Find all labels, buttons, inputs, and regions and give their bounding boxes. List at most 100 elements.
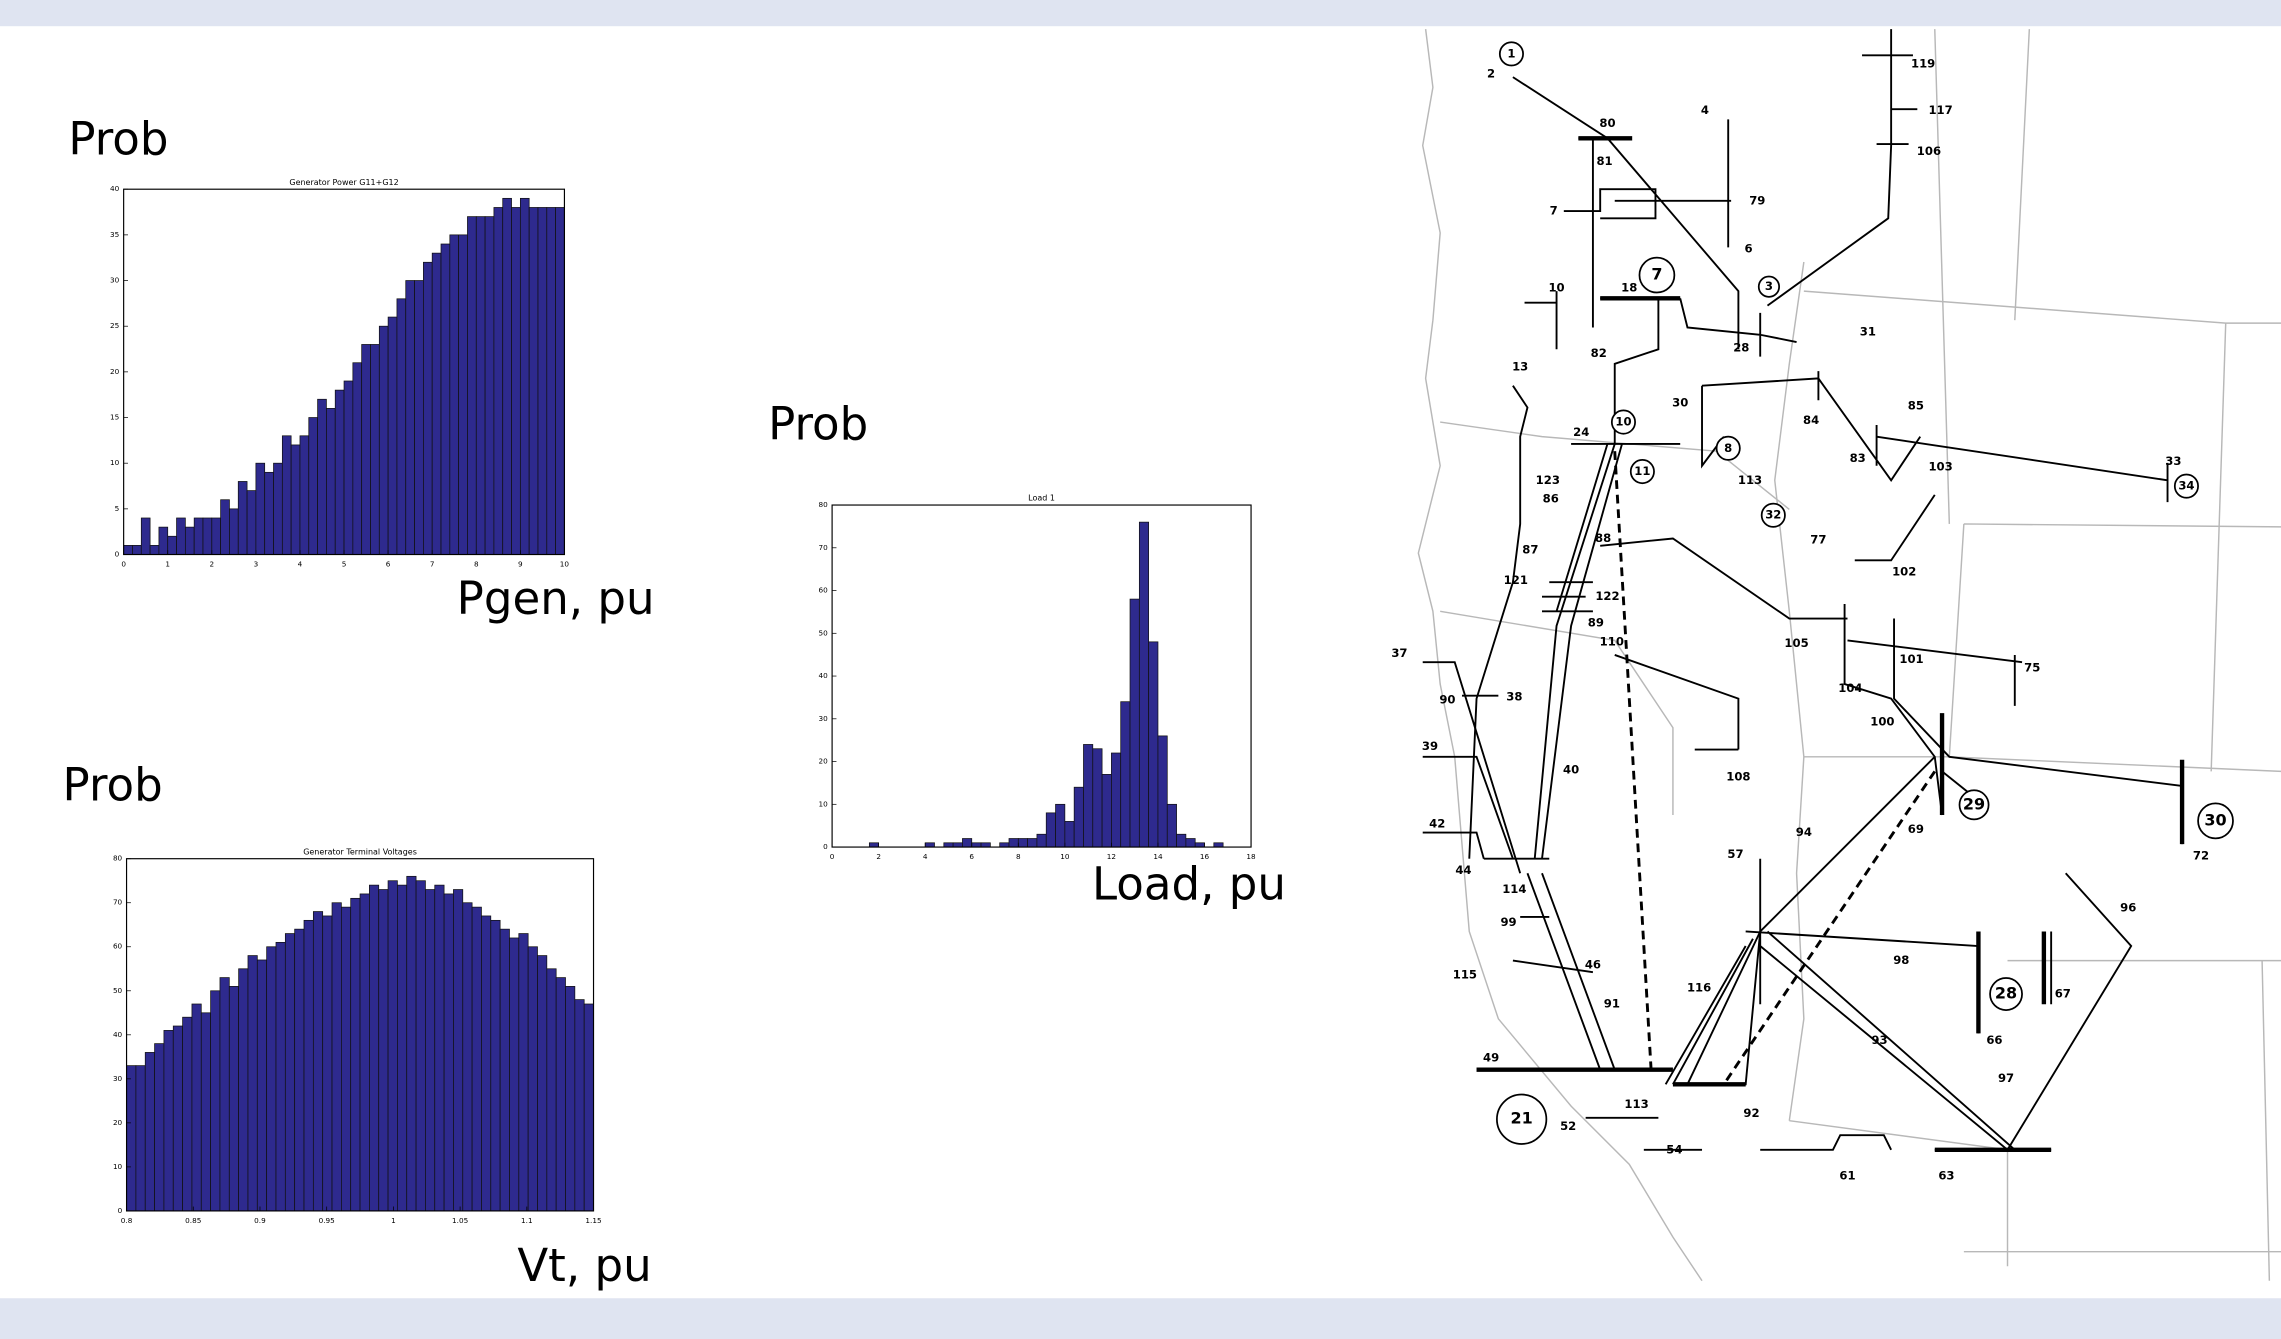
y-tick-label: 0 <box>115 550 120 559</box>
bus-label: 54 <box>1666 1142 1682 1156</box>
y-tick-label: 30 <box>113 1074 123 1083</box>
bus-label: 30 <box>1672 396 1688 410</box>
bar <box>490 919 501 1212</box>
x-tick-label: 1.15 <box>585 1216 601 1225</box>
bar <box>229 508 239 555</box>
bus-label: 8 <box>1724 441 1732 455</box>
bar <box>415 880 426 1212</box>
bar <box>312 911 324 1212</box>
bus-label: 24 <box>1573 425 1589 439</box>
bus-label: 21 <box>1511 1109 1533 1128</box>
bar <box>443 893 454 1212</box>
bar <box>434 884 445 1212</box>
bar <box>281 435 292 555</box>
bar <box>1166 803 1177 848</box>
bar <box>971 842 982 848</box>
bus-label: 83 <box>1850 451 1866 465</box>
bar <box>546 207 556 555</box>
bar <box>352 362 363 555</box>
x-tick-label: 0.95 <box>319 1216 335 1225</box>
bar <box>431 252 442 555</box>
bus-label: 66 <box>1986 1033 2002 1047</box>
bar <box>255 462 266 555</box>
bar <box>326 408 336 555</box>
bar <box>144 1052 155 1212</box>
bar <box>518 933 529 1212</box>
x-tick-label: 6 <box>386 560 391 569</box>
bar <box>167 535 177 555</box>
bar <box>1138 521 1150 848</box>
bar <box>1036 833 1047 848</box>
y-tick-label: 0 <box>118 1206 123 1215</box>
bus-label: 84 <box>1803 413 1819 427</box>
bar <box>184 526 195 555</box>
bus-label: 77 <box>1810 532 1826 546</box>
x-tick-label: 5 <box>342 560 347 569</box>
y-tick-label: 30 <box>818 714 828 723</box>
y-tick-label: 70 <box>818 543 828 552</box>
bar <box>1148 641 1159 848</box>
bar <box>462 902 473 1212</box>
y-tick-label: 30 <box>110 276 120 285</box>
bar <box>425 889 436 1212</box>
y-tick-label: 40 <box>113 1030 123 1039</box>
x-tick-label: 0.85 <box>185 1216 201 1225</box>
bus-label: 44 <box>1455 863 1471 877</box>
x-tick-label: 7 <box>430 560 435 569</box>
bar <box>140 517 151 555</box>
bus-label: 69 <box>1908 822 1924 836</box>
bus-label: 87 <box>1522 543 1538 557</box>
bus-circle <box>1760 502 1786 528</box>
bar <box>135 1065 146 1212</box>
y-axis-label: Prob <box>768 398 868 451</box>
bar <box>163 1030 174 1212</box>
bar <box>149 545 160 555</box>
bar <box>527 946 538 1212</box>
bus-label: 93 <box>1871 1033 1887 1047</box>
y-tick-label: 20 <box>110 367 120 376</box>
bus-label: 115 <box>1453 968 1477 982</box>
y-tick-label: 40 <box>110 184 120 193</box>
bar <box>499 928 510 1212</box>
bar <box>350 897 361 1212</box>
x-axis-label: Vt, pu <box>517 1239 651 1292</box>
bar <box>511 207 521 555</box>
bar <box>334 389 345 555</box>
bus-label: 57 <box>1727 847 1743 861</box>
bar <box>299 435 310 555</box>
bus-label: 37 <box>1391 646 1407 660</box>
bus-label: 100 <box>1870 714 1894 728</box>
bus-label: 90 <box>1439 693 1455 707</box>
bus-circle <box>1989 977 2023 1011</box>
bus-label: 91 <box>1604 997 1620 1011</box>
bus-label: 11 <box>1634 464 1650 478</box>
y-tick-label: 10 <box>113 1162 123 1171</box>
bar <box>1045 812 1056 848</box>
x-tick-label: 0.8 <box>121 1216 133 1225</box>
bar <box>378 889 389 1212</box>
bus-circle <box>1498 41 1524 67</box>
bar <box>256 959 268 1212</box>
bar <box>962 838 973 848</box>
bus-label: 63 <box>1938 1168 1954 1182</box>
x-tick-label: 4 <box>298 560 303 569</box>
bar <box>387 316 398 555</box>
bus-label: 99 <box>1500 915 1516 929</box>
bus-label: 10 <box>1615 415 1631 429</box>
bus-label: 7 <box>1550 204 1558 218</box>
x-tick-label: 0 <box>121 560 126 569</box>
bar <box>191 1003 202 1212</box>
bus-label: 33 <box>2165 454 2181 468</box>
x-axis-label: Pgen, pu <box>457 572 655 625</box>
bar <box>200 1012 211 1212</box>
y-tick-label: 5 <box>115 504 120 513</box>
bar <box>999 842 1010 848</box>
bus-label: 117 <box>1928 103 1952 117</box>
bar <box>980 842 991 848</box>
bus-label: 80 <box>1599 116 1615 130</box>
bus-circle <box>1610 409 1636 435</box>
bar <box>219 977 230 1212</box>
bar <box>1027 838 1038 848</box>
bus-label: 72 <box>2193 848 2209 862</box>
bar <box>308 417 318 555</box>
